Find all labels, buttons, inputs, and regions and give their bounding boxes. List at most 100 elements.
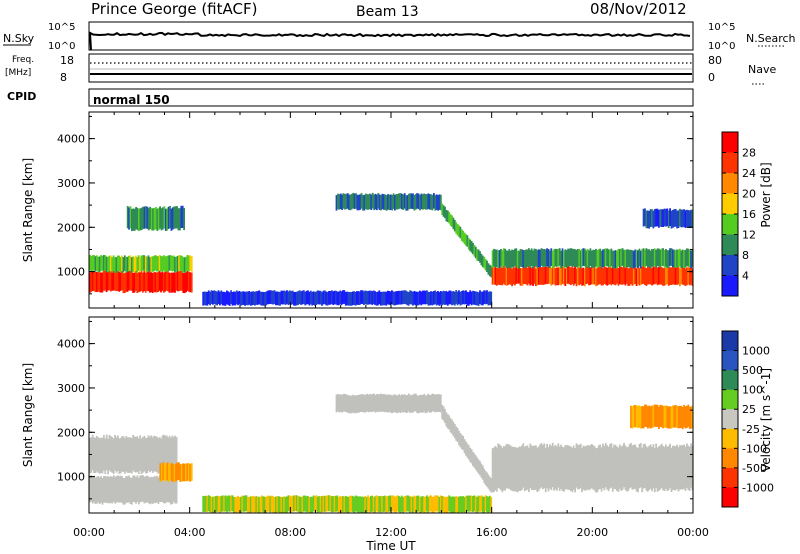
power-cell [384,291,386,306]
velocity-cell [332,496,335,512]
velocity-cell [519,446,522,491]
power-cell [449,290,452,305]
velocity-cell [448,415,451,430]
colorbar-swatch [722,275,738,297]
power-cell [146,256,148,273]
power-cell [688,210,691,229]
velocity-cell [574,448,576,493]
cpid-value: normal 150 [93,93,170,107]
power-cell [115,257,118,273]
velocity-cell [346,395,349,413]
velocity-cell [648,445,651,490]
velocity-cell [173,464,176,483]
power-cell [378,194,381,210]
velocity-cell [339,394,342,412]
power-cell [546,248,548,266]
power-cell [665,208,667,227]
power-cell [642,248,645,266]
power-cell [435,291,438,306]
velocity-cell [221,495,224,512]
power-cell [374,193,377,210]
power-cell [508,249,511,267]
velocity-cell [130,438,133,474]
colorbar-swatch [722,428,738,449]
power-cell [114,257,116,273]
velocity-cell [652,444,655,489]
power-cell [474,291,477,306]
power-cell [645,248,648,266]
velocity-cell [410,496,413,513]
power-cell [151,256,154,272]
power-cell [467,292,470,306]
power-cell [91,255,94,271]
power-cell [571,266,574,284]
power-cell [684,210,687,228]
power-cell [101,255,104,272]
power-cell [444,206,446,219]
velocity-cell [178,462,180,480]
power-cell [669,248,671,266]
power-cell [410,290,413,305]
velocity-cell [642,406,645,429]
power-cell [428,194,431,210]
power-cell [480,253,483,266]
velocity-cell [511,446,513,491]
velocity-cell [322,495,325,512]
power-cell [639,250,642,269]
power-cell [107,270,109,291]
velocity-cell [347,496,350,513]
velocity-cell [607,446,610,492]
power-cell [472,290,474,305]
power-cell [396,291,399,305]
velocity-cell [360,394,363,412]
velocity-cell [144,476,147,503]
power-cell [604,248,607,267]
velocity-cell [356,395,359,413]
power-cell [618,249,621,267]
power-cell [356,194,359,211]
velocity-cell [337,497,340,514]
power-cell [476,291,479,306]
power-cell [490,291,493,306]
power-cell [476,249,479,261]
velocity-cell [114,477,116,504]
velocity-cell [449,496,452,513]
power-cell [449,214,452,226]
velocity-cell [623,442,625,488]
y-tick-label: 4000 [57,338,85,351]
velocity-cell [632,405,635,428]
velocity-cell [261,495,263,512]
power-cell [565,250,568,268]
power-cell [614,267,617,286]
power-cell [458,290,460,304]
power-cell [130,270,133,291]
velocity-cell [382,496,385,512]
velocity-cell [107,476,109,503]
velocity-cell [268,495,270,512]
velocity-cell [677,406,680,429]
velocity-cell [434,394,437,413]
power-cell [353,193,356,209]
power-cell [688,267,691,286]
velocity-cell [210,496,213,513]
power-cell [221,291,224,306]
velocity-cell [427,393,430,412]
velocity-cell [111,476,114,504]
velocity-cell [554,444,557,490]
power-cell [128,207,130,230]
power-cell [249,292,252,306]
power-cell [186,255,189,271]
colorbar-tick-label: -25 [742,423,760,436]
power-cell [514,248,516,267]
power-cell [268,290,270,305]
velocity-cell [416,495,418,512]
velocity-cell [305,496,308,513]
power-cell [502,248,505,266]
velocity-cell [158,437,161,473]
velocity-cell [342,393,345,412]
power-cell [338,194,341,210]
power-cell [677,266,680,285]
velocity-cell [658,446,660,491]
velocity-cell [333,496,336,512]
power-cell [181,255,183,272]
